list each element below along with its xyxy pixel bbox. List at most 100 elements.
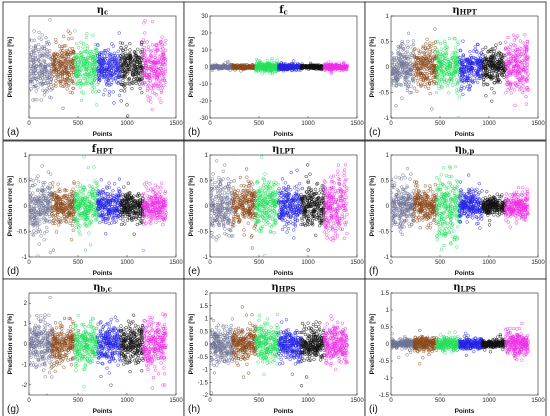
data-point [407, 81, 411, 85]
data-point [453, 55, 457, 60]
data-point [428, 47, 432, 52]
data-point [509, 91, 513, 95]
data-point [51, 53, 56, 57]
data-point [446, 59, 450, 64]
data-point [426, 45, 430, 49]
data-point [54, 40, 58, 45]
data-point [159, 57, 164, 61]
data-point [103, 74, 107, 78]
data-point [431, 41, 436, 46]
data-point [63, 77, 67, 82]
data-point [487, 75, 492, 79]
data-point [82, 64, 87, 69]
data-point [143, 49, 147, 54]
data-point [524, 48, 529, 52]
data-point [160, 45, 164, 49]
data-point [510, 70, 514, 74]
data-point [63, 81, 67, 85]
data-point [409, 45, 413, 49]
data-point [107, 64, 112, 68]
data-point [89, 203, 94, 207]
data-point [36, 195, 41, 200]
data-point [41, 181, 45, 185]
data-point [105, 54, 109, 58]
data-point [115, 66, 119, 70]
data-point [455, 81, 460, 85]
data-point [437, 73, 441, 77]
data-point [391, 70, 394, 75]
data-point [155, 67, 159, 71]
data-point [32, 215, 37, 219]
data-point [33, 66, 38, 70]
data-point [442, 77, 446, 81]
data-point [159, 83, 163, 87]
data-point [391, 52, 394, 56]
data-point [76, 206, 80, 210]
data-point [123, 72, 127, 77]
data-point [71, 64, 75, 68]
data-point [488, 74, 492, 78]
data-point [74, 189, 79, 194]
data-point [414, 76, 418, 80]
data-point [121, 65, 126, 70]
data-point [71, 187, 75, 191]
data-point [290, 61, 294, 66]
data-point [138, 78, 142, 83]
data-point [497, 50, 501, 55]
data-point [155, 84, 160, 88]
data-point [29, 53, 32, 57]
data-point [523, 44, 527, 49]
data-point [134, 54, 139, 58]
data-point [406, 31, 411, 35]
data-point [136, 71, 141, 76]
data-point [53, 191, 57, 195]
data-point [29, 195, 32, 200]
data-point [150, 68, 154, 72]
data-point [134, 72, 138, 76]
data-point [254, 65, 259, 69]
data-point [524, 94, 528, 99]
data-point [492, 81, 496, 85]
data-point [507, 47, 511, 51]
data-point [95, 59, 99, 63]
data-point [63, 216, 67, 221]
y-tick-label: 30 [201, 14, 208, 20]
data-point [405, 88, 410, 93]
y-tick-label: 1 [24, 153, 28, 159]
data-point [36, 254, 40, 257]
data-point [111, 77, 115, 82]
data-point [56, 70, 61, 74]
data-point [65, 188, 69, 193]
data-point [513, 73, 518, 78]
data-point [31, 57, 36, 62]
panel-letter: (a) [7, 127, 19, 138]
data-point [46, 191, 50, 196]
data-point [54, 82, 58, 86]
data-point [150, 19, 155, 24]
data-point [95, 218, 99, 222]
data-point [148, 53, 153, 57]
data-point [524, 77, 528, 81]
data-point [137, 82, 142, 86]
data-point [71, 51, 75, 56]
data-point [472, 66, 477, 71]
data-point [472, 55, 476, 60]
data-point [54, 55, 58, 59]
data-point [505, 66, 510, 70]
data-point [413, 47, 417, 51]
data-point [145, 40, 149, 44]
data-point [159, 64, 164, 68]
data-point [87, 192, 91, 196]
data-point [440, 69, 444, 73]
data-point [151, 76, 155, 80]
data-point [448, 77, 452, 81]
data-point [421, 78, 425, 82]
data-point [447, 36, 452, 41]
data-point [79, 56, 83, 60]
data-point [439, 82, 443, 86]
data-point [431, 49, 435, 53]
data-point [77, 205, 81, 209]
data-point [92, 208, 96, 212]
data-point [81, 74, 85, 78]
data-point [41, 51, 45, 55]
